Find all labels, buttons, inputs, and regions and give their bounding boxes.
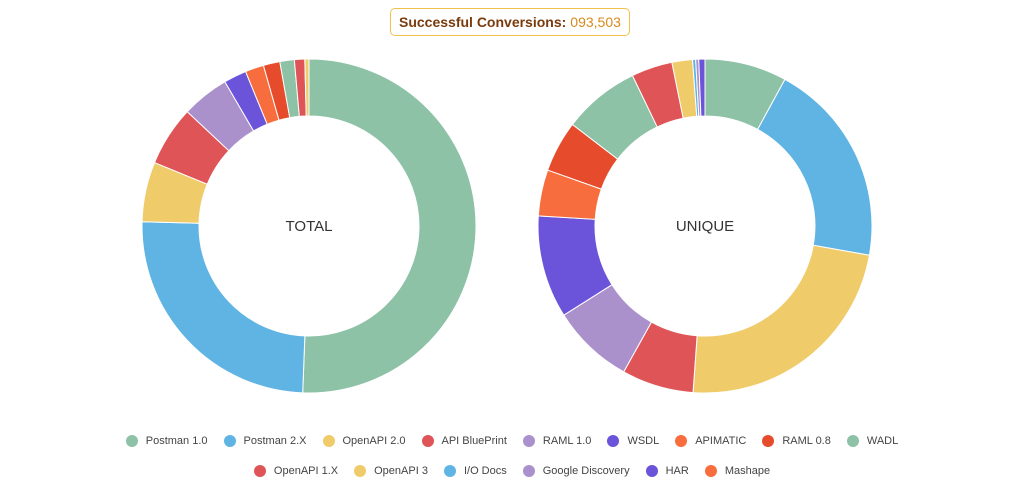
slice-postman-2-x[interactable] [141, 221, 306, 394]
legend-label: Google Discovery [542, 465, 630, 477]
conversions-count: 093,503 [570, 14, 621, 30]
legend-dot-icon [645, 465, 658, 477]
legend-item-wsdl[interactable]: WSDL [607, 435, 659, 447]
legend-label: HAR [665, 465, 689, 477]
donut-center-label: TOTAL [286, 218, 333, 235]
legend-label: RAML 0.8 [782, 435, 831, 447]
slice-postman-1-0[interactable] [302, 58, 477, 394]
legend-label: API BluePrint [441, 435, 507, 447]
legend-label: APIMATIC [695, 435, 747, 447]
legend-item-openapi-2-0[interactable]: OpenAPI 2.0 [322, 435, 406, 447]
legend-item-apimatic[interactable]: APIMATIC [675, 435, 746, 447]
legend-dot-icon [421, 435, 434, 447]
legend-dot-icon [354, 465, 367, 477]
unique-donut-chart: UNIQUE [537, 58, 873, 394]
legend-item-api-blueprint[interactable]: API BluePrint [421, 435, 507, 447]
legend-label: Mashape [724, 465, 771, 477]
legend-dot-icon [762, 435, 775, 447]
legend-dot-icon [253, 465, 266, 477]
legend-item-raml-1-0[interactable]: RAML 1.0 [522, 435, 592, 447]
legend-item-wadl[interactable]: WADL [846, 435, 899, 447]
legend-item-postman-1-0[interactable]: Postman 1.0 [125, 435, 208, 447]
legend-dot-icon [675, 435, 688, 447]
legend-item-raml-0-8[interactable]: RAML 0.8 [762, 435, 831, 447]
legend-dot-icon [522, 435, 535, 447]
conversions-label: Successful Conversions: [399, 14, 567, 30]
legend-item-i-o-docs[interactable]: I/O Docs [443, 465, 507, 477]
chart-legend: Postman 1.0 Postman 2.X OpenAPI 2.0 API Blu… [0, 426, 1024, 486]
legend-item-openapi-3[interactable]: OpenAPI 3 [354, 465, 428, 477]
legend-dot-icon [125, 435, 138, 447]
legend-item-google-discovery[interactable]: Google Discovery [522, 465, 630, 477]
legend-dot-icon [322, 435, 335, 447]
legend-label: Postman 2.X [243, 435, 307, 447]
slice-openapi-2-0[interactable] [692, 244, 870, 394]
legend-dot-icon [607, 435, 620, 447]
legend-label: OpenAPI 1.X [273, 465, 339, 477]
slice-har[interactable] [698, 58, 706, 117]
legend-label: OpenAPI 2.0 [342, 435, 406, 447]
legend-label: WADL [866, 435, 899, 447]
legend-item-mashape[interactable]: Mashape [704, 465, 771, 477]
slice-openapi-3[interactable] [304, 58, 310, 117]
legend-label: OpenAPI 3 [374, 465, 428, 477]
donut-charts: TOTAL UNIQUE [141, 58, 873, 394]
slice-postman-2-x[interactable] [756, 78, 873, 256]
legend-row: Postman 1.0 Postman 2.X OpenAPI 2.0 API Blu… [0, 426, 1024, 456]
total-donut-chart: TOTAL [141, 58, 477, 394]
legend-item-har[interactable]: HAR [645, 465, 689, 477]
conversions-banner: Successful Conversions: 093,503 [390, 8, 630, 36]
legend-label: I/O Docs [463, 465, 507, 477]
legend-dot-icon [223, 435, 236, 447]
legend-label: WSDL [627, 435, 660, 447]
legend-row: OpenAPI 1.X OpenAPI 3 I/O Docs Google Disco… [0, 456, 1024, 486]
legend-item-openapi-1-x[interactable]: OpenAPI 1.X [253, 465, 339, 477]
legend-dot-icon [846, 435, 859, 447]
legend-dot-icon [443, 465, 456, 477]
legend-dot-icon [704, 465, 717, 477]
legend-label: RAML 1.0 [542, 435, 592, 447]
legend-label: Postman 1.0 [145, 435, 208, 447]
legend-dot-icon [522, 465, 535, 477]
donut-center-label: UNIQUE [676, 218, 734, 235]
legend-item-postman-2-x[interactable]: Postman 2.X [223, 435, 307, 447]
